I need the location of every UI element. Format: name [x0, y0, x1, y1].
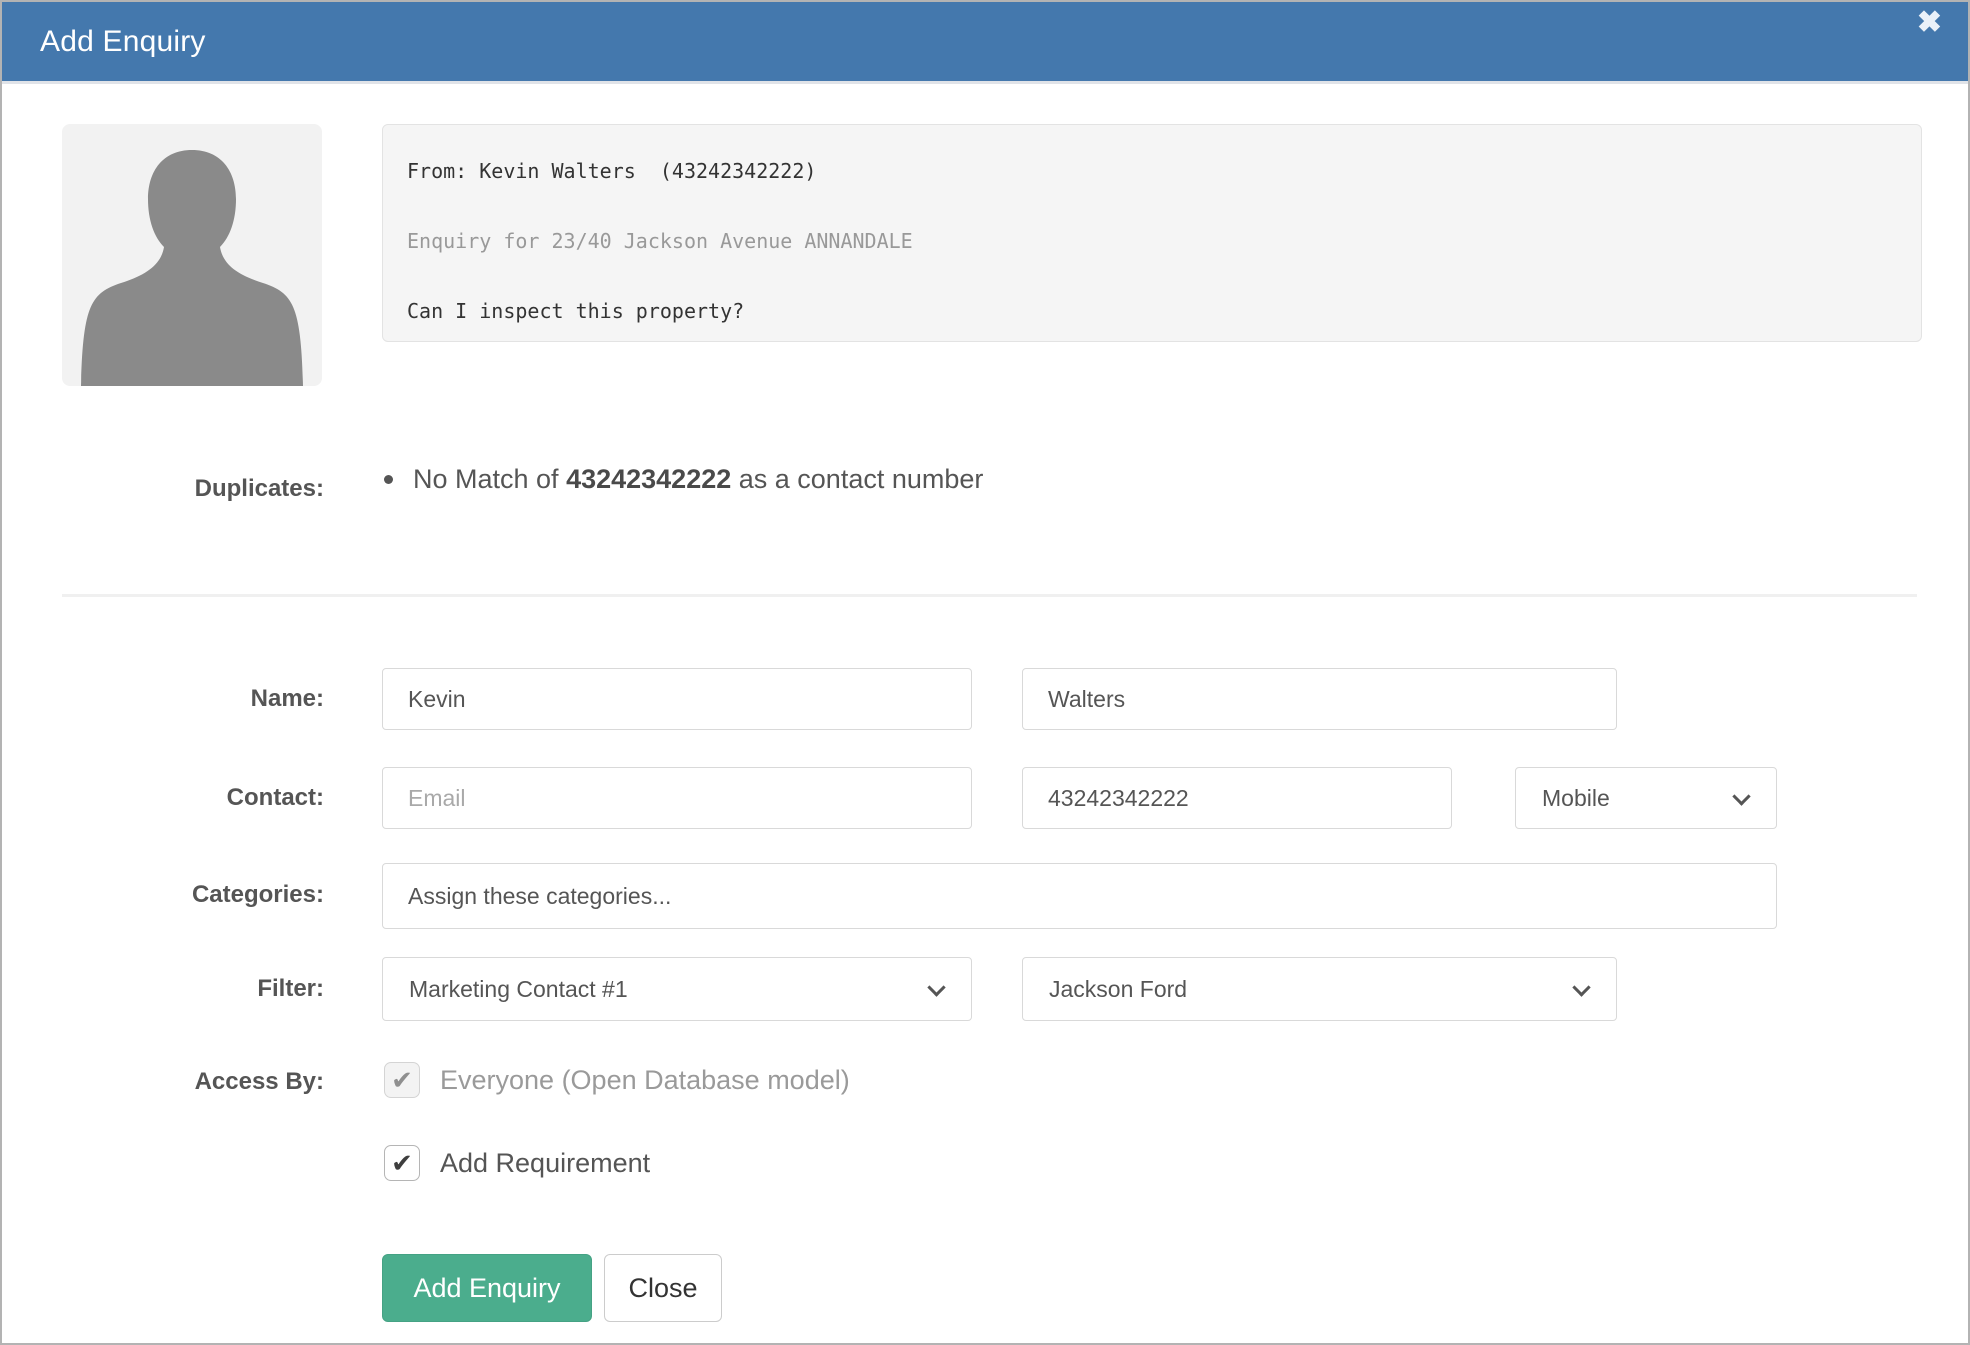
chevron-down-icon — [1572, 978, 1591, 997]
duplicates-label: Duplicates: — [194, 475, 324, 502]
contact-type-select[interactable]: Mobile — [1515, 767, 1777, 829]
filter-label: Filter: — [257, 975, 324, 1002]
filter-2-value: Jackson Ford — [1049, 975, 1188, 1002]
filter-1-value: Marketing Contact #1 — [409, 975, 628, 1002]
message-from-line: From: Kevin Walters (43242342222) — [407, 159, 817, 183]
filter-select-2[interactable]: Jackson Ford — [1022, 957, 1617, 1021]
add-enquiry-button[interactable]: Add Enquiry — [382, 1254, 592, 1322]
avatar — [62, 124, 322, 386]
person-silhouette-icon — [81, 150, 303, 386]
modal-header: Add Enquiry ✖ — [2, 2, 1968, 84]
checkmark-icon: ✔ — [391, 1064, 413, 1095]
contact-label: Contact: — [226, 784, 324, 811]
page-title: Add Enquiry — [40, 24, 206, 58]
first-name-input[interactable] — [382, 668, 972, 730]
everyone-label: Everyone (Open Database model) — [440, 1065, 850, 1095]
email-input[interactable] — [382, 767, 972, 829]
enquiry-message-box: From: Kevin Walters (43242342222) Enquir… — [382, 124, 1922, 342]
access-by-label: Access By: — [194, 1068, 324, 1095]
contact-type-value: Mobile — [1542, 784, 1610, 811]
chevron-down-icon — [927, 978, 946, 997]
message-body-line: Can I inspect this property? — [407, 299, 745, 323]
close-icon[interactable]: ✖ — [1916, 6, 1942, 39]
add-requirement-label: Add Requirement — [440, 1148, 651, 1178]
duplicate-number: 43242342222 — [566, 464, 732, 494]
last-name-input[interactable] — [1022, 668, 1617, 730]
name-label: Name: — [250, 685, 324, 712]
add-requirement-checkbox[interactable]: ✔ — [384, 1145, 420, 1181]
duplicates-text: No Match of 43242342222 as a contact num… — [413, 464, 984, 494]
phone-input[interactable] — [1022, 767, 1452, 829]
section-divider — [62, 594, 1917, 597]
filter-select-1[interactable]: Marketing Contact #1 — [382, 957, 972, 1021]
categories-label: Categories: — [191, 881, 324, 908]
bullet-icon — [384, 475, 393, 484]
categories-input[interactable] — [382, 863, 1777, 929]
duplicates-item: No Match of 43242342222 as a contact num… — [384, 464, 983, 495]
checkmark-icon: ✔ — [391, 1147, 413, 1178]
message-property-line: Enquiry for 23/40 Jackson Avenue ANNANDA… — [407, 229, 913, 253]
everyone-checkbox[interactable]: ✔ — [384, 1062, 420, 1098]
close-button[interactable]: Close — [604, 1254, 722, 1322]
chevron-down-icon — [1732, 787, 1751, 806]
